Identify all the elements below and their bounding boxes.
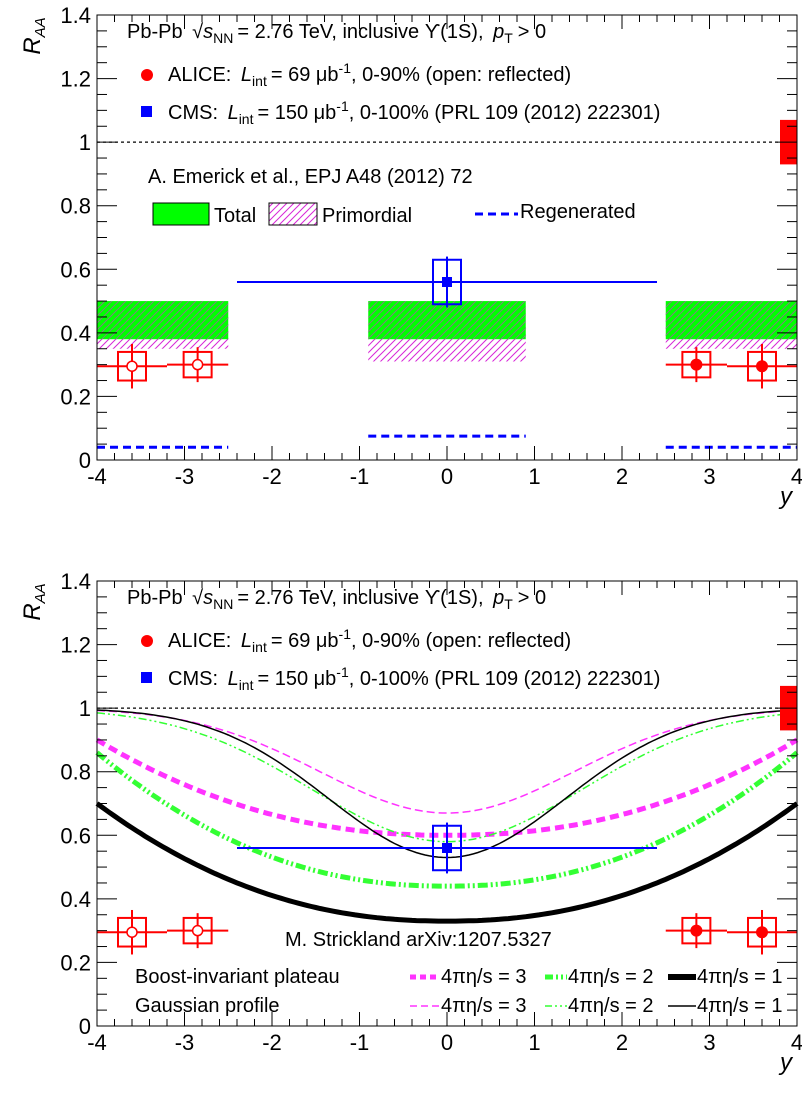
- bottom-alice-marker: [756, 926, 768, 939]
- top-header: Pb-Pb √sNN = 2.76 TeV, inclusive ϒ(1S), p…: [127, 21, 546, 46]
- curve-gaussian-3: [96, 709, 798, 814]
- top-alice-marker-open: [126, 360, 138, 372]
- top-y-tick-label: 0.8: [60, 194, 91, 219]
- legend-row-plateau: Boost-invariant plateau: [135, 966, 340, 988]
- top-cms-marker: [442, 277, 452, 287]
- curve-plateau-2: [95, 801, 799, 924]
- bottom-y-tick-label: 1.2: [60, 633, 91, 658]
- bottom-y-tick-label: 0.8: [60, 760, 91, 785]
- bottom-x-tick-label: -2: [262, 1030, 282, 1055]
- bottom-model-label: M. Strickland arXiv:1207.5327: [285, 929, 552, 951]
- top-y-tick-label: 0.4: [60, 321, 91, 346]
- bottom-y-tick-label: 0: [79, 1014, 91, 1039]
- top-panel: -4 -3 -2 -1 0 1 2 3 400.20.40.60.811.21.4 RAA y …: [19, 3, 802, 510]
- legend-alice-marker-bottom: [141, 635, 153, 647]
- top-y-tick-label: 0.2: [60, 384, 91, 409]
- bottom-x-tick-label: -3: [175, 1030, 195, 1055]
- top-x-tick-label: 0: [441, 464, 453, 489]
- legend-alice-bottom: ALICE: Lint = 69 μb-1, 0-90% (open: refle…: [168, 626, 571, 655]
- bottom-y-tick-label: 0.6: [60, 823, 91, 848]
- primordial-overlay: [368, 301, 526, 340]
- legend-row-gaussian: Gaussian profile: [135, 995, 280, 1017]
- primordial-overlay: [97, 301, 229, 340]
- bottom-x-tick-label: 4: [791, 1030, 802, 1055]
- legend-cms-marker-bottom: [141, 672, 152, 683]
- top-y-tick-label: 0: [79, 448, 91, 473]
- legend-cms-bottom: CMS: Lint = 150 μb-1, 0-100% (PRL 109 (20…: [168, 664, 660, 693]
- legend-primordial-swatch: [268, 202, 318, 226]
- bottom-x-tick-label: 0: [441, 1030, 453, 1055]
- legend-alice: ALICE: Lint = 69 μb-1, 0-90% (open: refle…: [168, 60, 571, 89]
- curve-plateau-0: [95, 737, 799, 838]
- top-x-tick-label: 1: [528, 464, 540, 489]
- top-model-label: A. Emerick et al., EPJ A48 (2012) 72: [148, 166, 473, 188]
- bottom-y-tick-label: 1.4: [60, 569, 91, 594]
- top-y-tick-label: 1.4: [60, 3, 91, 28]
- top-y-tick-label: 0.6: [60, 257, 91, 282]
- bottom-header: Pb-Pb √sNN = 2.76 TeV, inclusive ϒ(1S), p…: [127, 587, 546, 612]
- top-x-tick-label: 3: [703, 464, 715, 489]
- top-x-tick-label: -2: [262, 464, 282, 489]
- bottom-panel: -4 -3 -2 -1 0 1 2 3 400.20.40.60.811.21.4 RAA y …: [19, 569, 802, 1076]
- legend-total-label: Total: [214, 205, 256, 227]
- bottom-x-tick-label: -1: [350, 1030, 370, 1055]
- bottom-y-axis-label: RAA: [19, 583, 49, 620]
- legend-plateau-3-label: 4πη/s = 3: [441, 966, 527, 988]
- bottom-alice-marker-open: [191, 924, 204, 937]
- bottom-x-tick-label: 3: [703, 1030, 715, 1055]
- bottom-cms-marker: [442, 843, 452, 853]
- primordial-overlay: [665, 301, 797, 340]
- top-x-tick-label: 4: [791, 464, 802, 489]
- legend-gauss-1-label: 4πη/s = 1: [697, 995, 783, 1017]
- legend-primordial-label: Primordial: [322, 205, 412, 227]
- bottom-x-tick-label: -4: [87, 1030, 107, 1055]
- top-x-tick-label: -3: [175, 464, 195, 489]
- curve-plateau-1: [95, 750, 799, 889]
- legend-gauss-2-label: 4πη/s = 2: [568, 995, 654, 1017]
- legend-alice-marker: [141, 69, 153, 81]
- bottom-alice-marker-open: [126, 926, 138, 938]
- top-alice-marker: [690, 358, 703, 371]
- top-alice-marker-open: [191, 358, 204, 371]
- top-x-axis-label: y: [778, 483, 794, 510]
- bottom-y-tick-label: 0.2: [60, 950, 91, 975]
- legend-plateau-1-label: 4πη/s = 1: [697, 966, 783, 988]
- top-alice-marker: [756, 360, 768, 373]
- sqrt-symbol: √: [192, 21, 203, 43]
- legend-gauss-3-label: 4πη/s = 3: [441, 995, 527, 1017]
- bottom-x-axis-label: y: [778, 1049, 794, 1076]
- legend-cms-marker: [141, 106, 152, 117]
- curve-gaussian-4: [96, 712, 798, 843]
- legend-plateau-2-label: 4πη/s = 2: [568, 966, 654, 988]
- bottom-y-tick-label: 1: [79, 696, 91, 721]
- top-y-tick-label: 1: [79, 130, 91, 155]
- bottom-x-tick-label: 2: [616, 1030, 628, 1055]
- legend-regenerated-label: Regenerated: [520, 201, 636, 223]
- top-y-tick-label: 1.2: [60, 67, 91, 92]
- bottom-x-tick-label: 1: [528, 1030, 540, 1055]
- bottom-alice-marker: [690, 924, 703, 937]
- top-x-tick-label: -1: [350, 464, 370, 489]
- legend-cms: CMS: Lint = 150 μb-1, 0-100% (PRL 109 (20…: [168, 98, 660, 127]
- top-x-tick-label: -4: [87, 464, 107, 489]
- top-x-tick-label: 2: [616, 464, 628, 489]
- top-y-axis-label: RAA: [19, 17, 49, 54]
- legend-total-swatch: [152, 202, 210, 226]
- bottom-y-tick-label: 0.4: [60, 887, 91, 912]
